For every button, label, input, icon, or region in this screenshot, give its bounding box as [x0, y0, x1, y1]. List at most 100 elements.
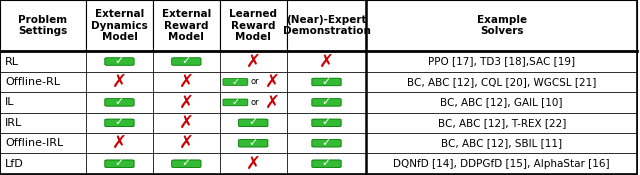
Bar — [366, 92, 637, 113]
Text: Example
Solvers: Example Solvers — [477, 15, 527, 36]
Text: Offline-RL: Offline-RL — [5, 77, 60, 87]
Text: ✗: ✗ — [265, 93, 280, 111]
Text: Learned
Reward
Model: Learned Reward Model — [229, 9, 277, 42]
Bar — [287, 0, 366, 51]
Text: ✓: ✓ — [182, 158, 191, 168]
Bar — [153, 153, 220, 174]
FancyBboxPatch shape — [105, 160, 134, 167]
Text: BC, ABC [12], T-REX [22]: BC, ABC [12], T-REX [22] — [438, 118, 566, 128]
Text: IL: IL — [5, 97, 15, 107]
Bar — [86, 153, 153, 174]
Bar — [220, 113, 287, 133]
Bar — [153, 51, 220, 72]
Bar — [220, 51, 287, 72]
Bar — [366, 133, 637, 153]
Text: BC, ABC [12], GAIL [10]: BC, ABC [12], GAIL [10] — [440, 97, 563, 107]
Bar — [86, 0, 153, 51]
Text: Problem
Settings: Problem Settings — [19, 15, 68, 36]
Text: BC, ABC [12], CQL [20], WGCSL [21]: BC, ABC [12], CQL [20], WGCSL [21] — [407, 77, 596, 87]
Text: ✓: ✓ — [115, 158, 124, 168]
Bar — [366, 113, 637, 133]
Bar — [287, 153, 366, 174]
Bar — [366, 0, 637, 51]
Bar — [287, 113, 366, 133]
Bar — [366, 153, 637, 174]
Bar — [0, 133, 86, 153]
FancyBboxPatch shape — [223, 79, 248, 85]
Text: ✗: ✗ — [112, 134, 127, 152]
Text: ✓: ✓ — [322, 138, 331, 148]
Bar — [86, 51, 153, 72]
Text: (Near)-Expert
Demonstration: (Near)-Expert Demonstration — [283, 15, 371, 36]
Text: ✓: ✓ — [248, 138, 258, 148]
Text: DQNfD [14], DDPGfD [15], AlphaStar [16]: DQNfD [14], DDPGfD [15], AlphaStar [16] — [394, 159, 610, 169]
Bar — [366, 51, 637, 72]
Bar — [0, 153, 86, 174]
Bar — [0, 51, 86, 72]
Bar — [0, 72, 86, 92]
Text: ✓: ✓ — [115, 97, 124, 107]
FancyBboxPatch shape — [105, 99, 134, 106]
Text: External
Reward
Model: External Reward Model — [162, 9, 211, 42]
FancyBboxPatch shape — [312, 160, 341, 167]
Bar — [287, 92, 366, 113]
Bar — [0, 113, 86, 133]
FancyBboxPatch shape — [105, 58, 134, 65]
Bar — [86, 72, 153, 92]
Text: ✗: ✗ — [246, 52, 261, 71]
Bar — [287, 72, 366, 92]
Text: ✗: ✗ — [179, 73, 194, 91]
Bar — [287, 133, 366, 153]
Text: ✓: ✓ — [231, 97, 239, 107]
FancyBboxPatch shape — [172, 58, 201, 65]
Text: ✓: ✓ — [322, 97, 331, 107]
Text: ✓: ✓ — [182, 56, 191, 66]
Bar — [86, 92, 153, 113]
Text: ✗: ✗ — [112, 73, 127, 91]
Bar — [0, 92, 86, 113]
Bar — [153, 72, 220, 92]
FancyBboxPatch shape — [239, 119, 268, 127]
Text: ✓: ✓ — [322, 117, 331, 127]
Bar — [220, 92, 287, 113]
Text: LfD: LfD — [5, 159, 24, 169]
Text: ✗: ✗ — [319, 52, 334, 71]
Bar — [86, 113, 153, 133]
Bar — [287, 51, 366, 72]
FancyBboxPatch shape — [239, 139, 268, 147]
FancyBboxPatch shape — [172, 160, 201, 167]
FancyBboxPatch shape — [312, 78, 341, 86]
FancyBboxPatch shape — [105, 119, 134, 127]
Bar — [86, 133, 153, 153]
Text: External
Dynamics
Model: External Dynamics Model — [91, 9, 148, 42]
Text: Offline-IRL: Offline-IRL — [5, 138, 63, 148]
Bar — [220, 153, 287, 174]
Text: PPO [17], TD3 [18],SAC [19]: PPO [17], TD3 [18],SAC [19] — [428, 57, 575, 66]
Text: ✗: ✗ — [246, 155, 261, 173]
Text: ✓: ✓ — [248, 117, 258, 127]
Text: BC, ABC [12], SBIL [11]: BC, ABC [12], SBIL [11] — [441, 138, 563, 148]
Bar — [0, 0, 86, 51]
Bar — [366, 72, 637, 92]
Bar — [153, 113, 220, 133]
Bar — [220, 0, 287, 51]
Text: ✓: ✓ — [231, 77, 239, 87]
Text: IRL: IRL — [5, 118, 22, 128]
Bar — [220, 133, 287, 153]
Text: ✗: ✗ — [179, 114, 194, 132]
Text: ✓: ✓ — [115, 56, 124, 66]
Text: or: or — [250, 78, 259, 86]
Text: RL: RL — [5, 57, 19, 66]
Text: ✓: ✓ — [322, 77, 331, 87]
Text: or: or — [250, 98, 259, 107]
Bar — [220, 72, 287, 92]
Text: ✗: ✗ — [179, 134, 194, 152]
Bar — [153, 92, 220, 113]
FancyBboxPatch shape — [223, 99, 248, 106]
Text: ✗: ✗ — [265, 73, 280, 91]
FancyBboxPatch shape — [312, 119, 341, 127]
FancyBboxPatch shape — [312, 139, 341, 147]
Bar — [153, 133, 220, 153]
Text: ✓: ✓ — [322, 158, 331, 168]
Bar — [153, 0, 220, 51]
